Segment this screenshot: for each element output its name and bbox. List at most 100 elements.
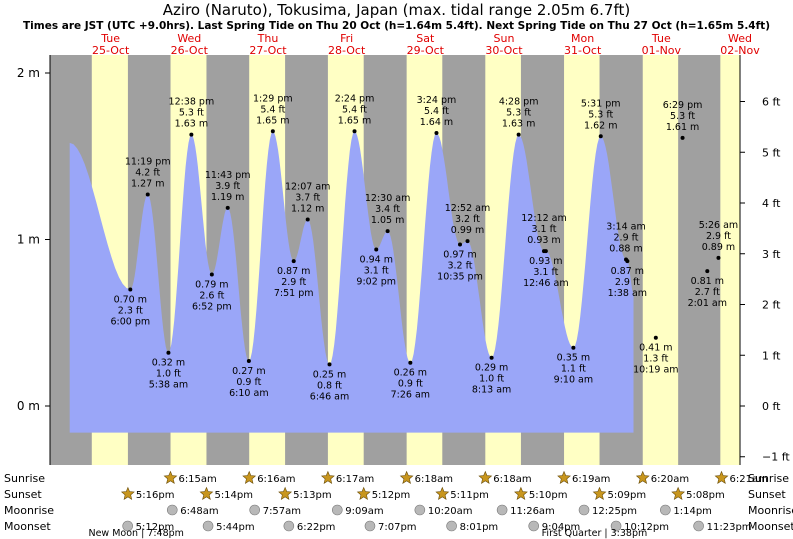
extreme-label: 10:19 am <box>633 365 678 376</box>
extreme-label: 1.1 ft <box>561 364 586 375</box>
day-label-date: 28-Oct <box>328 44 366 57</box>
astro-time-label: 6:17am <box>336 474 374 485</box>
extreme-label: 0.8 ft <box>317 380 342 391</box>
astro-time-label: 9:04pm <box>542 522 581 533</box>
day-label-dow: Wed <box>728 32 752 45</box>
extreme-label: 0.41 m <box>639 343 672 354</box>
extreme-label: 1.05 m <box>371 215 404 226</box>
astro-time-label: 5:13pm <box>293 490 332 501</box>
day-label-dow: Wed <box>177 32 201 45</box>
extreme-label: 0.81 m <box>691 276 724 287</box>
night-band <box>678 55 721 465</box>
chart-subtitle: Times are JST (UTC +9.0hrs). Last Spring… <box>23 20 770 32</box>
extreme-label: 6:52 pm <box>192 301 232 312</box>
right-tick-label: 1 ft <box>762 349 781 362</box>
extreme-label: 5.3 ft <box>670 111 695 122</box>
day-label-date: 27-Oct <box>249 44 287 57</box>
extreme-label: 8:13 am <box>472 385 511 396</box>
extreme-dot <box>327 362 332 367</box>
extreme-label: 0.70 m <box>114 294 147 305</box>
extreme-dot <box>625 259 630 264</box>
extreme-label: 0.87 m <box>611 266 644 277</box>
extreme-dot <box>705 269 710 274</box>
moon-circle-icon <box>414 504 426 516</box>
extreme-label: 3.1 ft <box>364 265 389 276</box>
astro-time-label: 9:09am <box>345 506 383 517</box>
astro-time-label: 6:18am <box>493 474 531 485</box>
extreme-label: 1.63 m <box>502 119 535 130</box>
extreme-dot <box>680 135 685 140</box>
astro-time-label: 6:48am <box>180 506 218 517</box>
extreme-dot <box>598 134 603 139</box>
extreme-dot <box>291 259 296 264</box>
extreme-label: 0.99 m <box>451 225 484 236</box>
left-tick-label: 0 m <box>17 399 40 413</box>
moon-circle-icon <box>122 520 133 532</box>
astro-time-label: 7:07pm <box>378 522 417 533</box>
extreme-label: 1.65 m <box>338 115 371 126</box>
day-label-date: 31-Oct <box>564 44 602 57</box>
row-label-left: Moonrise <box>4 504 54 517</box>
extreme-label: 7:26 am <box>391 390 430 401</box>
moon-phase-label: New Moon | 7:48pm <box>88 528 183 539</box>
extreme-label: 1:38 am <box>608 288 647 299</box>
astro-time-label: 12:25pm <box>592 506 637 517</box>
day-label-date: 02-Nov <box>720 44 760 57</box>
extreme-label: 5:31 pm <box>581 98 621 109</box>
extreme-label: 2.9 ft <box>706 231 731 242</box>
extreme-label: 11:19 pm <box>125 157 171 168</box>
extreme-label: 9:10 am <box>554 375 593 386</box>
astro-time-label: 5:10pm <box>529 490 568 501</box>
extreme-label: 12:38 pm <box>169 97 215 108</box>
extreme-label: 5.4 ft <box>342 104 367 115</box>
astro-time-label: 10:20am <box>428 506 473 517</box>
astro-time-label: 11:26am <box>510 506 555 517</box>
moon-circle-icon <box>166 504 178 516</box>
astro-time-label: 5:09pm <box>608 490 647 501</box>
extreme-label: 7:51 pm <box>274 288 314 299</box>
right-tick-label: 2 ft <box>762 299 781 312</box>
extreme-label: 0.94 m <box>360 254 393 265</box>
sun-star-icon <box>671 486 686 500</box>
astro-time-label: 7:57am <box>263 506 301 517</box>
extreme-label: 6:00 pm <box>110 316 150 327</box>
extreme-dot <box>166 350 171 355</box>
moon-circle-icon <box>364 520 376 532</box>
astro-time-label: 6:18am <box>415 474 453 485</box>
moon-circle-icon <box>332 504 343 516</box>
extreme-dot <box>716 255 721 260</box>
extreme-dot <box>225 205 230 210</box>
extreme-label: 0.29 m <box>475 363 508 374</box>
extreme-label: 6:46 am <box>310 391 349 402</box>
extreme-label: 0.25 m <box>313 369 346 380</box>
extreme-dot <box>209 272 214 277</box>
extreme-label: 1.3 ft <box>643 354 668 365</box>
day-label-dow: Sun <box>494 32 515 45</box>
row-label-left: Sunset <box>4 488 42 501</box>
moon-circle-icon <box>283 520 295 532</box>
extreme-dot <box>489 355 494 360</box>
extreme-label: 3.2 ft <box>447 260 472 271</box>
extreme-label: 0.93 m <box>529 256 562 267</box>
extreme-label: 0.93 m <box>527 235 560 246</box>
day-label-dow: Mon <box>571 32 594 45</box>
sun-star-icon <box>514 486 528 500</box>
astro-time-label: 5:44pm <box>216 522 255 533</box>
extreme-label: 5:26 am <box>699 220 738 231</box>
extreme-label: 3.1 ft <box>531 224 556 235</box>
moon-circle-icon <box>496 504 508 516</box>
left-tick-label: 2 m <box>17 66 40 80</box>
astro-time-label: 6:22pm <box>297 522 336 533</box>
extreme-label: 3.2 ft <box>455 214 480 225</box>
moon-circle-icon <box>446 520 457 532</box>
extreme-label: 4:28 pm <box>499 97 539 108</box>
extreme-dot <box>408 360 413 365</box>
extreme-label: 1.61 m <box>666 122 699 133</box>
astro-time-label: 5:12pm <box>136 522 175 533</box>
sun-star-icon <box>399 470 414 484</box>
extreme-label: 5.4 ft <box>424 106 449 117</box>
moon-circle-icon <box>202 520 214 532</box>
extreme-label: 1.0 ft <box>479 374 504 385</box>
extreme-label: 9:02 pm <box>356 276 396 287</box>
